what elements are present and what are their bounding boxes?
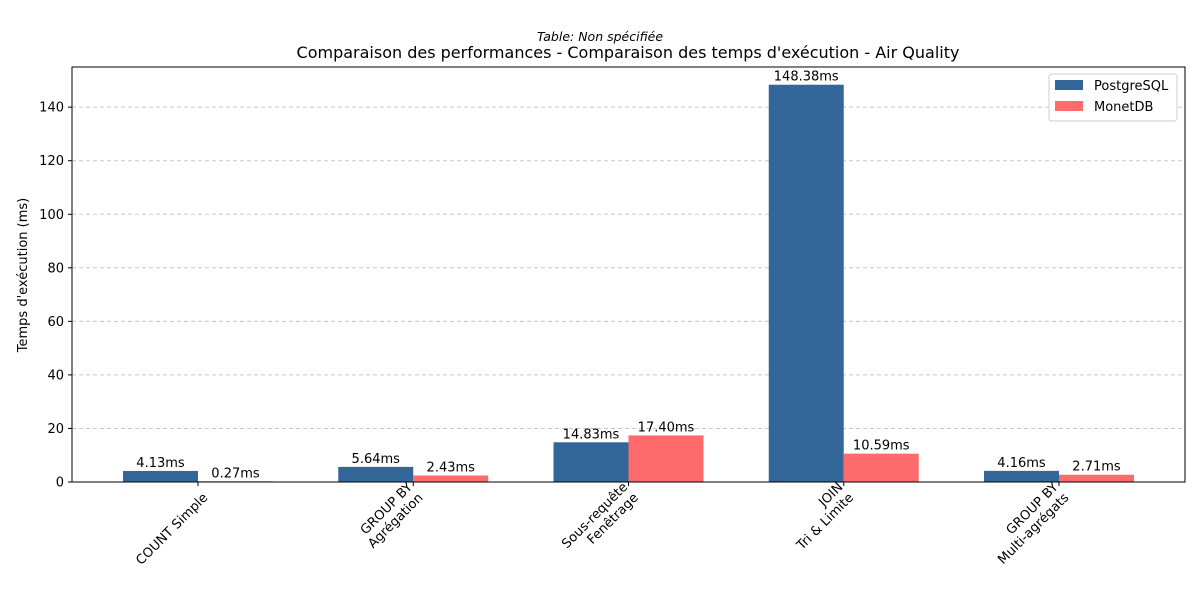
- y-axis: 0 20 40 60 80 100 120 140: [39, 101, 72, 491]
- bar-postgresql: [768, 84, 844, 482]
- legend-label: MonetDB: [1094, 100, 1153, 115]
- chart-subtitle: Table: Non spécifiée: [537, 29, 663, 44]
- legend-label: PostgreSQL: [1094, 79, 1169, 94]
- data-label: 17.40ms: [638, 420, 695, 435]
- bar-monetdb: [843, 453, 919, 482]
- legend: PostgreSQL MonetDB: [1048, 73, 1178, 122]
- bar-postgresql: [984, 470, 1059, 482]
- bars: [123, 84, 1134, 482]
- y-tick-label: 100: [39, 208, 64, 223]
- data-label: 0.27ms: [211, 466, 260, 481]
- y-tick-label: 60: [47, 315, 64, 330]
- y-tick-label: 20: [47, 422, 64, 437]
- bar-monetdb: [628, 435, 704, 482]
- data-label: 2.71ms: [1072, 460, 1121, 475]
- bar-postgresql: [123, 470, 198, 482]
- data-label: 148.38ms: [774, 70, 839, 85]
- bar-postgresql: [553, 442, 629, 482]
- data-label: 10.59ms: [853, 439, 910, 454]
- y-tick-label: 80: [47, 261, 64, 276]
- data-label: 4.16ms: [997, 456, 1046, 471]
- y-tick-label: 0: [56, 476, 64, 491]
- data-label: 2.43ms: [427, 460, 476, 475]
- bar-monetdb: [413, 475, 489, 482]
- y-tick-label: 140: [39, 101, 64, 116]
- legend-swatch: [1055, 80, 1083, 90]
- legend-swatch: [1055, 101, 1083, 111]
- data-label: 4.13ms: [136, 456, 185, 471]
- bar-postgresql: [338, 466, 414, 482]
- y-axis-label: Temps d'exécution (ms): [16, 198, 31, 353]
- chart-title: Comparaison des performances - Comparais…: [297, 43, 960, 62]
- y-tick-label: 40: [47, 368, 64, 383]
- data-labels: 4.13ms 0.27ms 5.64ms 2.43ms 14.83ms 17.40ms 14…: [136, 70, 1121, 482]
- bar-monetdb: [1059, 474, 1134, 482]
- gridlines: [72, 106, 1185, 429]
- data-label: 5.64ms: [352, 452, 401, 467]
- x-tick-label: COUNT Simple: [133, 491, 211, 569]
- y-tick-label: 120: [39, 154, 64, 169]
- plot-frame: [71, 66, 1186, 483]
- data-label: 14.83ms: [563, 427, 620, 442]
- x-tick-label-line: COUNT Simple: [133, 491, 211, 569]
